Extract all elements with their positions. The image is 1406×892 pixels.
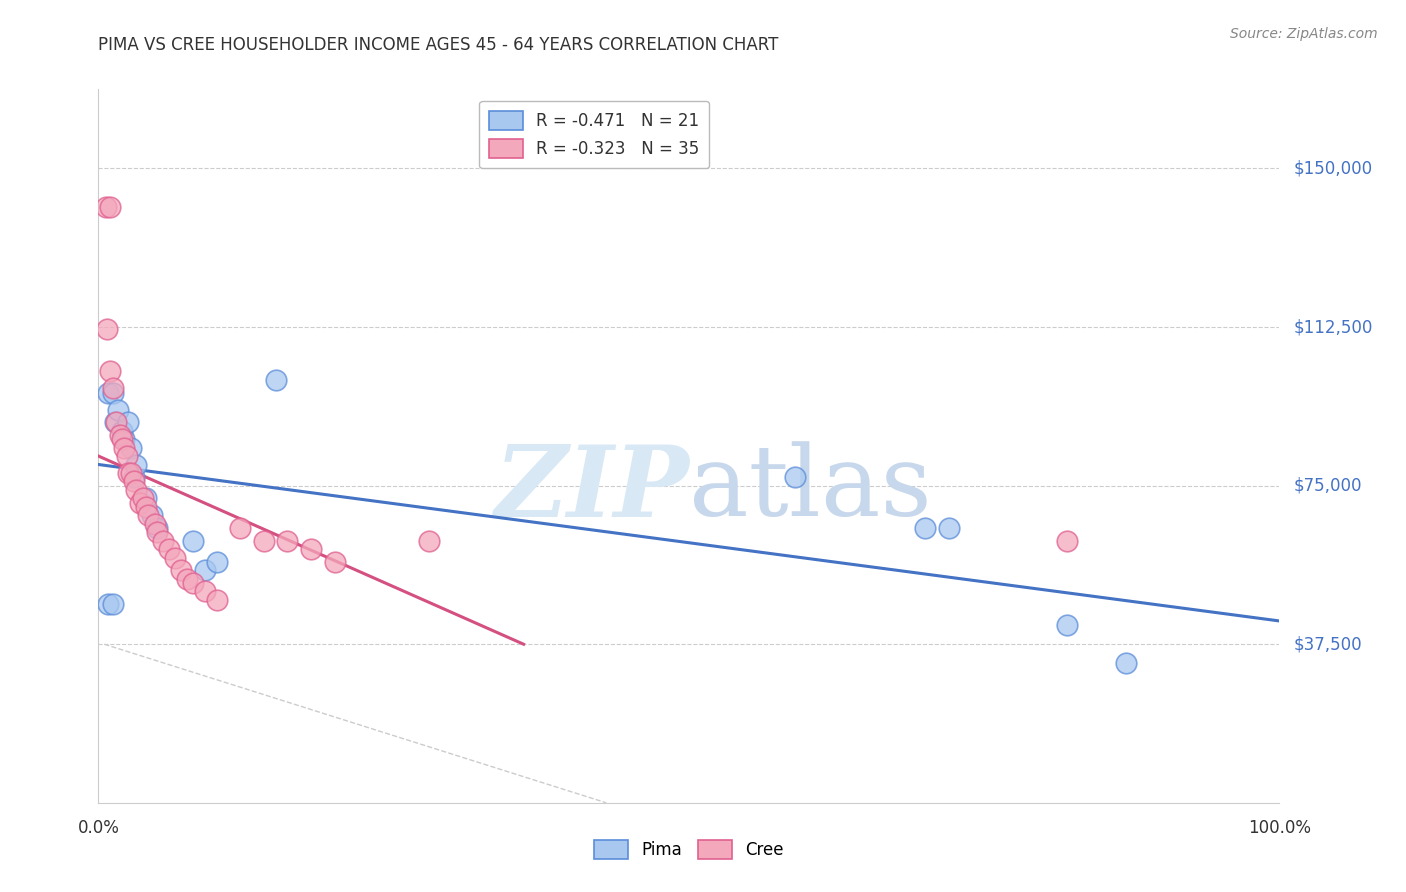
Legend: Pima, Cree: Pima, Cree — [588, 833, 790, 866]
Point — [117, 466, 139, 480]
Text: $150,000: $150,000 — [1294, 160, 1372, 178]
Point — [111, 432, 134, 446]
Point — [323, 555, 346, 569]
Point — [914, 521, 936, 535]
Point — [104, 415, 127, 429]
Point — [112, 432, 135, 446]
Point — [157, 542, 180, 557]
Point — [107, 402, 129, 417]
Point — [108, 428, 131, 442]
Point — [125, 458, 148, 472]
Text: PIMA VS CREE HOUSEHOLDER INCOME AGES 45 - 64 YEARS CORRELATION CHART: PIMA VS CREE HOUSEHOLDER INCOME AGES 45 … — [98, 36, 779, 54]
Text: $112,500: $112,500 — [1294, 318, 1374, 336]
Text: $37,500: $37,500 — [1294, 635, 1362, 653]
Point — [1056, 618, 1078, 632]
Point — [176, 572, 198, 586]
Text: Source: ZipAtlas.com: Source: ZipAtlas.com — [1230, 27, 1378, 41]
Point — [96, 322, 118, 336]
Point — [264, 373, 287, 387]
Point — [117, 415, 139, 429]
Point — [98, 364, 121, 378]
Point — [135, 491, 157, 506]
Point — [97, 385, 120, 400]
Point — [785, 470, 807, 484]
Point — [141, 508, 163, 523]
Point — [143, 516, 166, 531]
Point — [205, 555, 228, 569]
Point — [418, 533, 440, 548]
Point — [101, 385, 124, 400]
Point — [146, 525, 169, 540]
Point — [194, 563, 217, 577]
Point — [938, 521, 960, 535]
Point — [135, 500, 157, 514]
Point — [115, 449, 138, 463]
Point — [165, 550, 187, 565]
Point — [94, 200, 117, 214]
Point — [170, 563, 193, 577]
Point — [253, 533, 276, 548]
Point — [299, 542, 322, 557]
Point — [101, 381, 124, 395]
Point — [229, 521, 252, 535]
Point — [194, 584, 217, 599]
Point — [205, 592, 228, 607]
Point — [101, 597, 124, 611]
Point — [105, 415, 128, 429]
Point — [146, 521, 169, 535]
Point — [276, 533, 298, 548]
Point — [181, 533, 204, 548]
Point — [121, 466, 143, 480]
Point — [122, 470, 145, 484]
Text: ZIP: ZIP — [494, 441, 689, 537]
Point — [152, 533, 174, 548]
Point — [97, 597, 120, 611]
Text: atlas: atlas — [689, 441, 932, 537]
Point — [112, 441, 135, 455]
Point — [132, 491, 155, 506]
Point — [181, 575, 204, 590]
Point — [122, 475, 145, 489]
Point — [136, 508, 159, 523]
Point — [125, 483, 148, 497]
Point — [1056, 533, 1078, 548]
Point — [1115, 657, 1137, 671]
Point — [111, 424, 134, 438]
Text: $75,000: $75,000 — [1294, 476, 1362, 495]
Point — [128, 495, 150, 509]
Point — [98, 200, 121, 214]
Point — [121, 441, 143, 455]
